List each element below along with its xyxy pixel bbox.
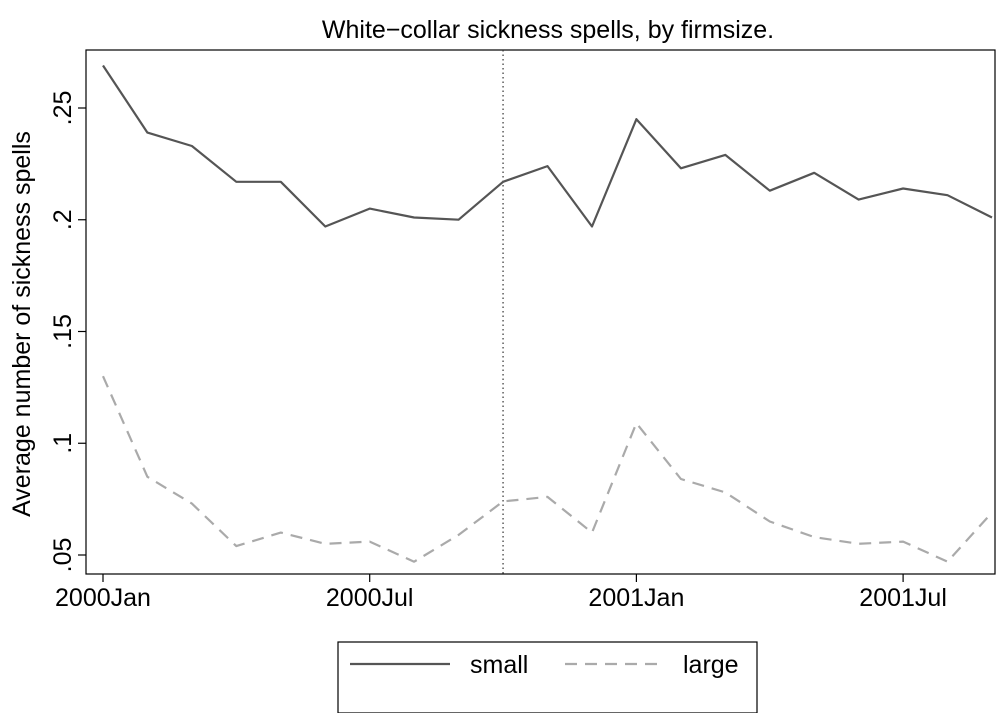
series-group [101, 64, 993, 563]
x-tick-label: 2001Jan [588, 584, 684, 612]
y-tick-label: .05 [49, 538, 77, 573]
y-tick-label: .15 [49, 314, 77, 349]
x-tick-label: 2000Jul [326, 584, 414, 612]
series-line-large [101, 375, 993, 563]
x-axis: 2000Jan 2000Jul 2001Jan 2001Jul [55, 574, 947, 612]
plot-area [85, 49, 996, 575]
x-tick-label: 2001Jul [859, 584, 947, 612]
y-tick-label: .1 [49, 433, 77, 454]
chart-title: White−collar sickness spells, by firmsiz… [322, 16, 774, 44]
y-axis-label: Average number of sickness spells [8, 131, 36, 517]
legend-label-large: large [683, 651, 739, 679]
y-tick-label: .2 [49, 209, 77, 230]
legend-label-small: small [470, 651, 528, 679]
y-axis: .05 .1 .15 .2 .25 [49, 91, 86, 573]
series-line-small [102, 64, 993, 228]
legend-box [337, 641, 758, 713]
legend: small large [337, 641, 758, 713]
y-tick-label: .25 [49, 91, 77, 126]
plot-frame [85, 49, 996, 575]
x-tick-label: 2000Jan [55, 584, 151, 612]
